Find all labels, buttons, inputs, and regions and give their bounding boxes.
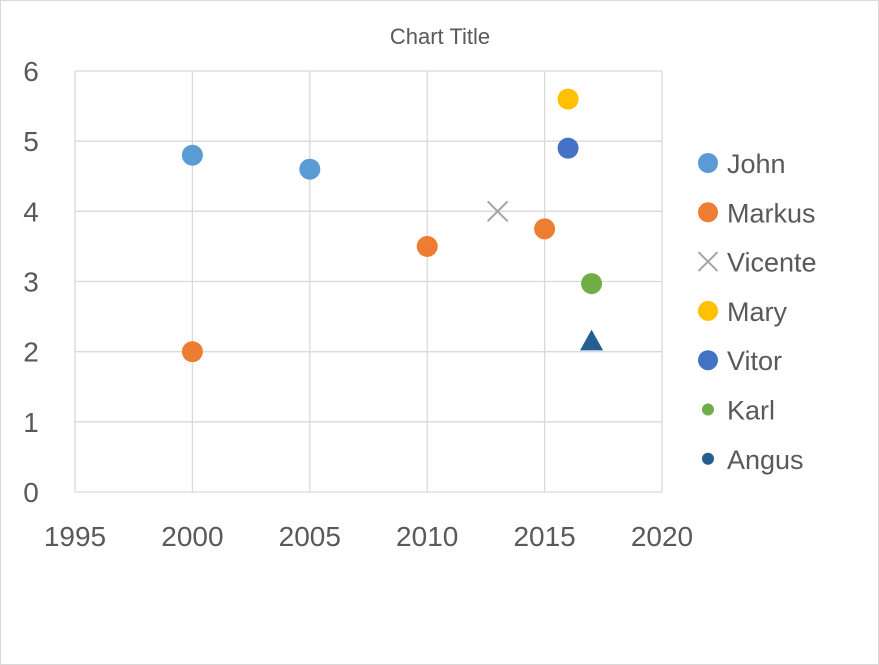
x-tick-label: 2010 (396, 521, 458, 552)
x-axis-ticks: 1995 2000 2005 2010 2015 2020 (44, 521, 693, 552)
x-tick-label: 1995 (44, 521, 106, 552)
legend-label-markus: Markus (727, 198, 816, 228)
y-tick-label: 1 (23, 407, 39, 438)
chart-title: Chart Title (390, 24, 490, 49)
data-point-angus (580, 329, 604, 351)
x-tick-label: 2020 (631, 521, 693, 552)
data-point-markus (534, 218, 556, 240)
y-tick-label: 3 (23, 267, 39, 298)
y-tick-label: 0 (23, 477, 39, 508)
legend-marker-mary (698, 300, 718, 321)
data-point-markus (416, 235, 438, 257)
legend-label-angus: Angus (727, 445, 804, 475)
legend-label-vicente: Vicente (727, 248, 817, 278)
legend-marker-markus (698, 202, 718, 223)
legend-marker-angus (702, 452, 714, 465)
data-points (181, 88, 604, 363)
x-tick-label: 2015 (513, 521, 575, 552)
y-tick-label: 6 (23, 56, 39, 87)
data-point-mary (557, 88, 579, 110)
data-point-john (181, 144, 203, 166)
gridlines (74, 70, 663, 493)
data-point-markus (181, 341, 203, 363)
legend-label-karl: Karl (727, 396, 775, 426)
data-point-vicente (486, 200, 509, 223)
y-tick-label: 5 (23, 126, 39, 157)
legend-marker-john (698, 153, 718, 173)
y-tick-label: 2 (23, 337, 39, 368)
legend-label-mary: Mary (727, 297, 787, 327)
data-point-karl (581, 273, 603, 295)
legend: John Markus Vicente Mary Vitor Karl Angus (697, 149, 817, 475)
y-axis-ticks: 0 1 2 3 4 5 6 (23, 56, 39, 508)
legend-marker-karl (702, 403, 714, 416)
y-tick-label: 4 (23, 196, 39, 227)
x-tick-label: 2005 (279, 521, 341, 552)
x-tick-label: 2000 (161, 521, 223, 552)
legend-label-john: John (727, 149, 786, 179)
data-point-vitor (557, 137, 579, 159)
legend-marker-vicente (697, 251, 719, 272)
data-point-john (299, 158, 321, 180)
legend-marker-vitor (698, 350, 718, 371)
legend-label-vitor: Vitor (727, 346, 782, 376)
